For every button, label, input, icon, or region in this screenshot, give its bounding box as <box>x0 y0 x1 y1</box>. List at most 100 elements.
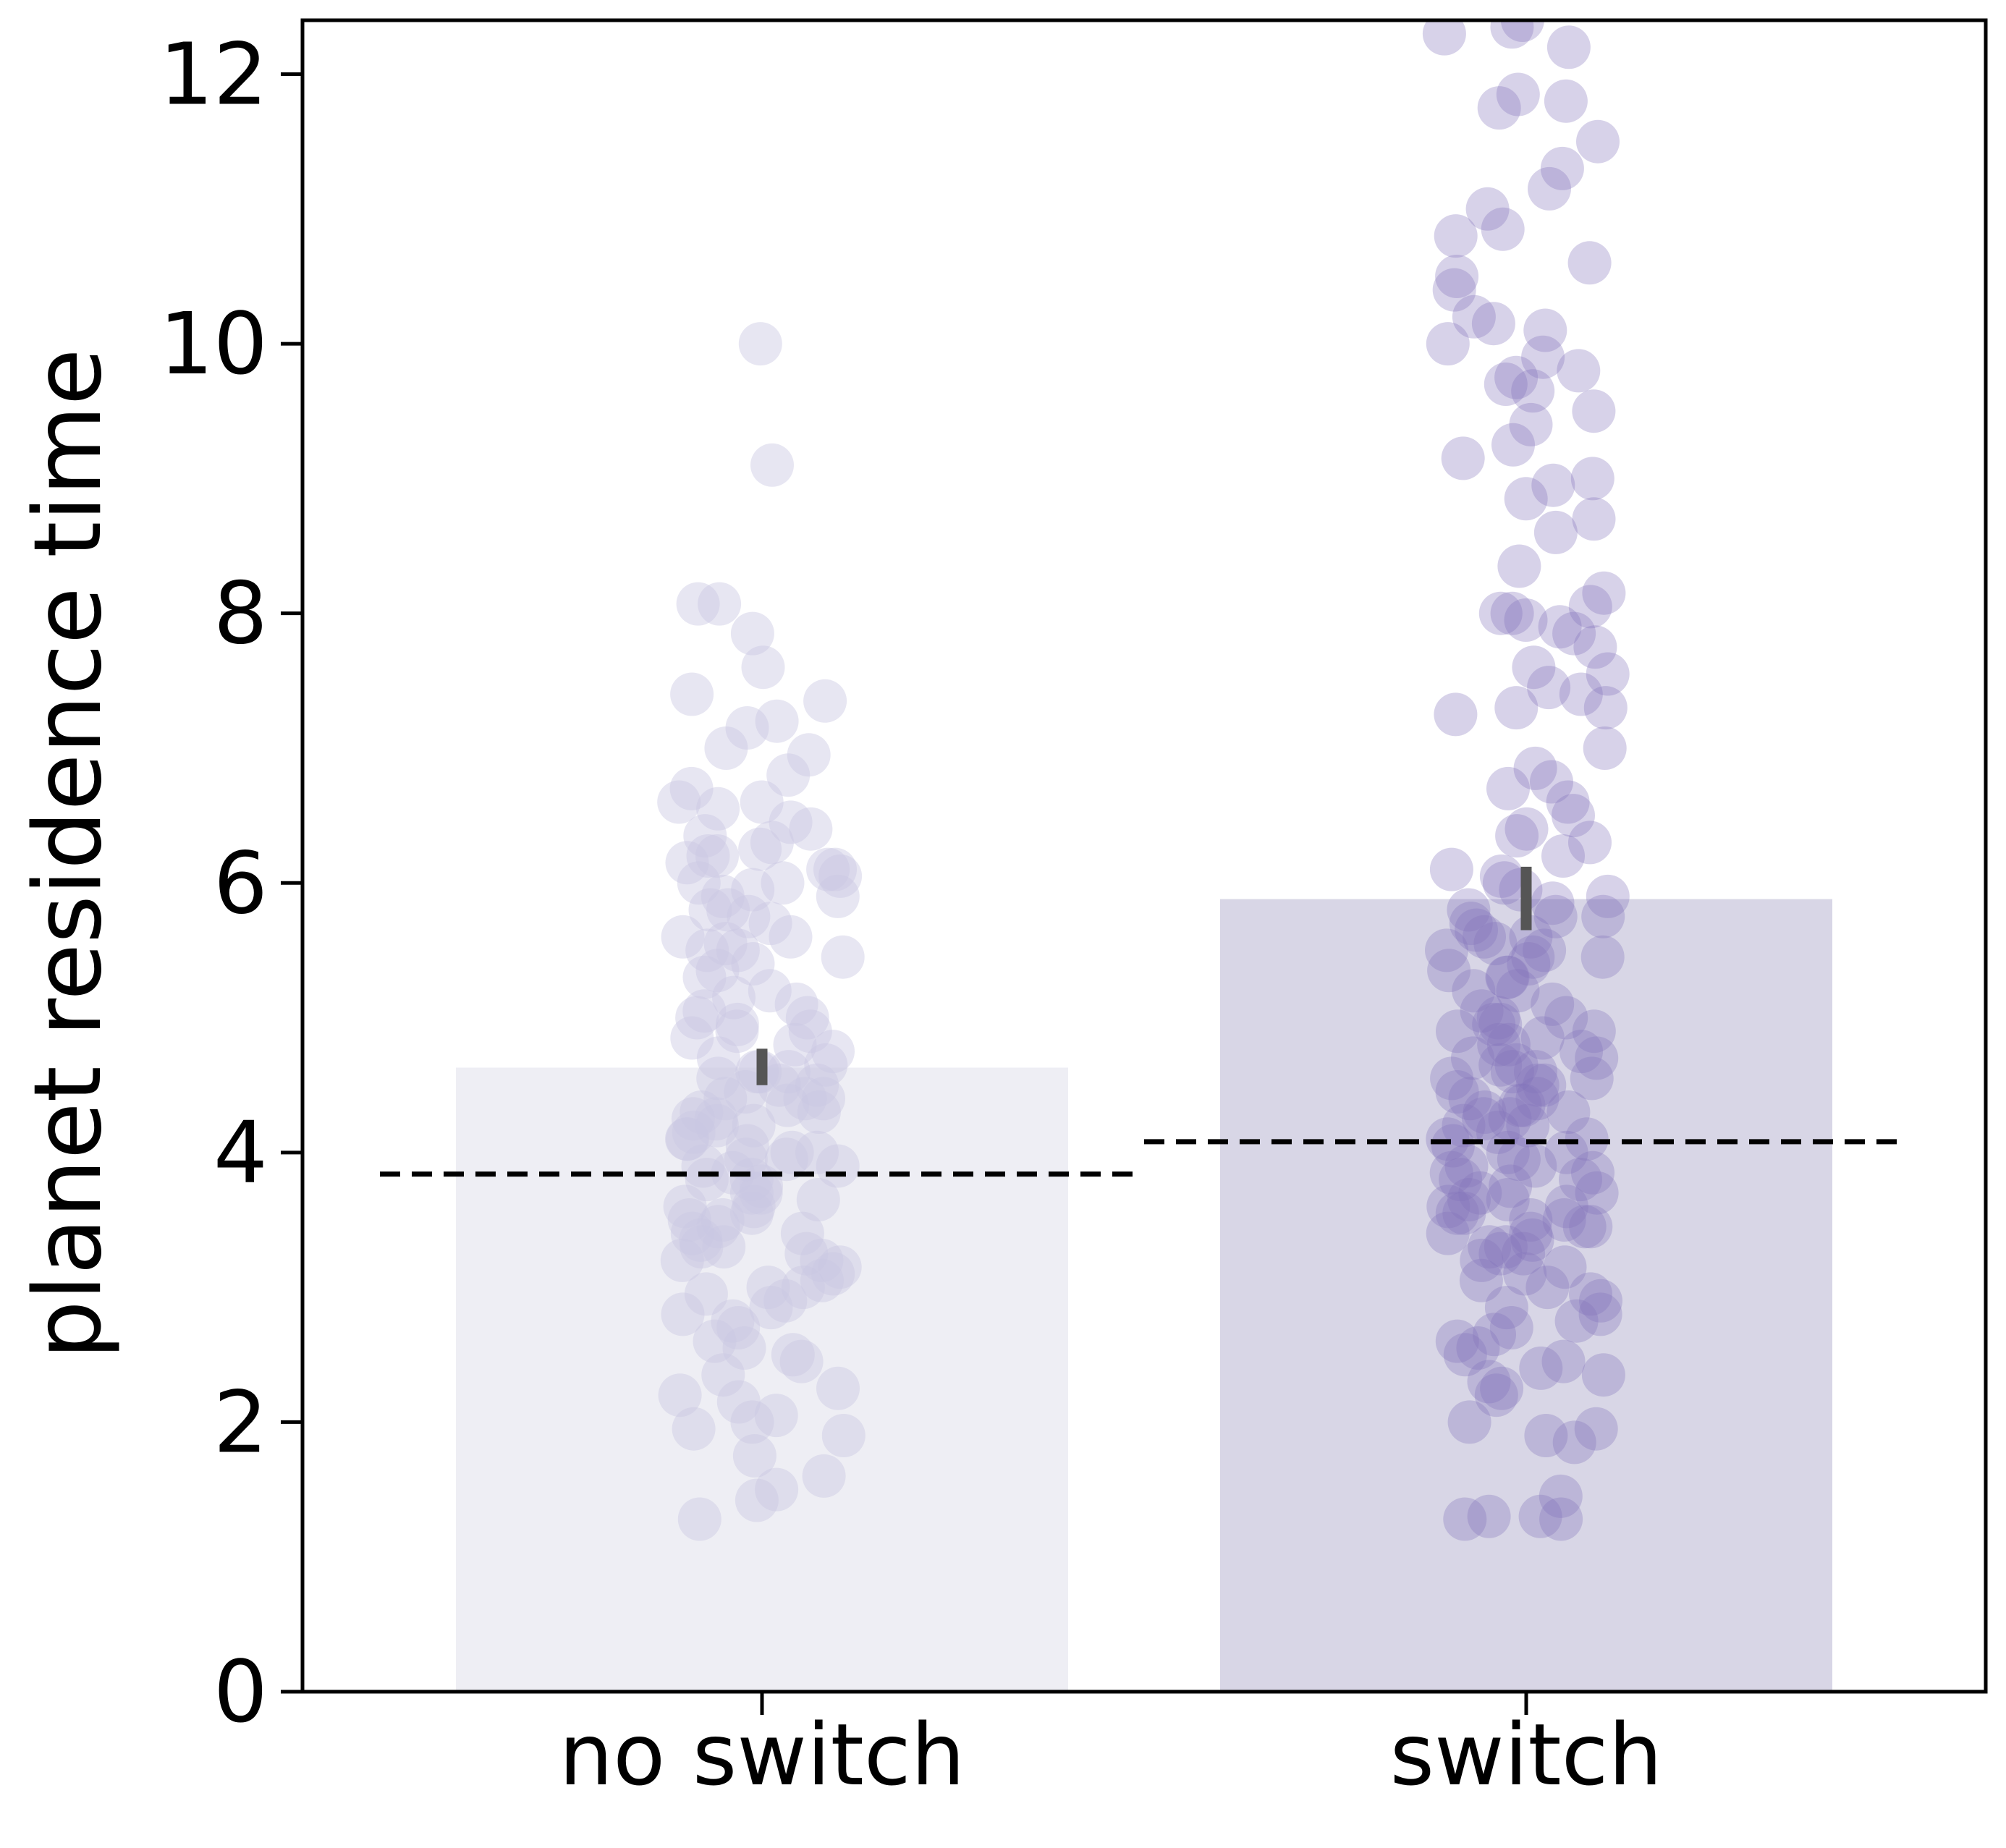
data-point <box>738 827 782 871</box>
data-point <box>750 443 794 487</box>
data-point <box>732 1434 776 1478</box>
data-point <box>1490 20 1534 49</box>
data-point <box>1435 1191 1479 1235</box>
data-point <box>766 1083 810 1127</box>
data-point <box>1574 1407 1618 1451</box>
data-point <box>804 1043 848 1087</box>
data-point <box>771 1333 815 1377</box>
data-point <box>1477 86 1521 130</box>
data-point <box>1530 760 1573 804</box>
data-point <box>821 935 865 979</box>
data-point <box>1504 598 1548 642</box>
data-point <box>738 322 782 366</box>
data-point <box>1443 1333 1487 1377</box>
data-point <box>1449 902 1493 946</box>
data-point <box>1488 1097 1532 1141</box>
data-point <box>1426 1184 1470 1229</box>
data-point <box>749 1286 793 1330</box>
data-point <box>1486 1178 1530 1221</box>
data-point <box>1484 1286 1528 1330</box>
data-point <box>677 1497 721 1541</box>
data-point <box>696 1056 740 1101</box>
data-point <box>1523 928 1567 972</box>
data-point <box>773 1022 817 1067</box>
data-point <box>1569 1272 1612 1316</box>
data-point <box>695 1103 739 1148</box>
data-point <box>1544 996 1588 1040</box>
data-point <box>676 582 720 626</box>
data-point <box>1447 1400 1491 1444</box>
y-tick-label: 6 <box>213 833 268 933</box>
data-point <box>1494 355 1539 399</box>
data-point <box>1540 146 1584 190</box>
data-point <box>706 888 750 932</box>
data-point <box>1467 1360 1511 1404</box>
data-point <box>1478 1043 1523 1087</box>
data-point <box>1525 1266 1570 1310</box>
data-point <box>686 834 730 878</box>
data-point <box>1539 1497 1583 1541</box>
data-point <box>806 847 850 891</box>
data-point <box>1477 1022 1521 1067</box>
data-point <box>1455 908 1498 952</box>
data-point <box>1472 1002 1516 1046</box>
data-point <box>670 1016 714 1060</box>
data-point <box>672 1407 716 1451</box>
data-point <box>1562 1205 1607 1249</box>
data-point <box>1523 308 1567 352</box>
data-point <box>1554 1299 1599 1343</box>
data-point <box>1497 544 1541 588</box>
data-point <box>729 1171 774 1215</box>
data-point <box>1422 20 1466 56</box>
data-point <box>769 800 813 844</box>
y-tick-label: 4 <box>213 1103 268 1203</box>
data-point <box>1568 585 1612 629</box>
data-point <box>1497 1137 1541 1182</box>
y-tick-label: 0 <box>213 1642 268 1742</box>
data-point <box>1473 1313 1516 1357</box>
data-point <box>715 1002 759 1046</box>
data-point <box>1520 1016 1565 1060</box>
data-point <box>1531 463 1575 507</box>
data-point <box>781 1266 825 1310</box>
data-point <box>748 902 792 946</box>
y-axis-label: planet residence time <box>14 349 122 1360</box>
data-point <box>1479 854 1523 898</box>
data-point <box>1478 1002 1523 1046</box>
data-point <box>688 888 732 932</box>
data-point <box>1465 187 1510 231</box>
data-point <box>1523 1063 1567 1107</box>
data-point <box>661 1292 705 1336</box>
data-point <box>732 1103 776 1148</box>
data-point <box>803 679 847 723</box>
data-point <box>1511 935 1555 979</box>
data-point <box>1586 652 1630 696</box>
data-point <box>1506 1103 1550 1148</box>
data-point <box>1546 25 1591 69</box>
data-point <box>785 996 829 1040</box>
data-point <box>1429 1150 1473 1195</box>
data-point <box>1518 1494 1562 1538</box>
data-point <box>1538 605 1582 649</box>
data-point <box>754 1394 798 1438</box>
data-point <box>716 1306 761 1349</box>
data-point <box>665 841 709 885</box>
data-point <box>802 1077 845 1121</box>
data-point <box>1571 1150 1614 1195</box>
data-point <box>1435 255 1479 298</box>
data-point <box>1559 1158 1602 1202</box>
data-point <box>1511 369 1555 413</box>
x-axis: no switch switch <box>559 1692 1662 1805</box>
data-point <box>764 1137 808 1182</box>
data-point <box>1484 363 1528 406</box>
data-point <box>1486 1022 1531 1067</box>
data-point <box>755 699 799 743</box>
data-point <box>702 1225 746 1269</box>
data-point <box>658 1373 702 1417</box>
data-point <box>1583 686 1628 730</box>
data-point <box>1442 1191 1486 1235</box>
data-point <box>788 1009 832 1054</box>
data-point <box>724 1137 768 1182</box>
data-point <box>1578 1292 1622 1336</box>
